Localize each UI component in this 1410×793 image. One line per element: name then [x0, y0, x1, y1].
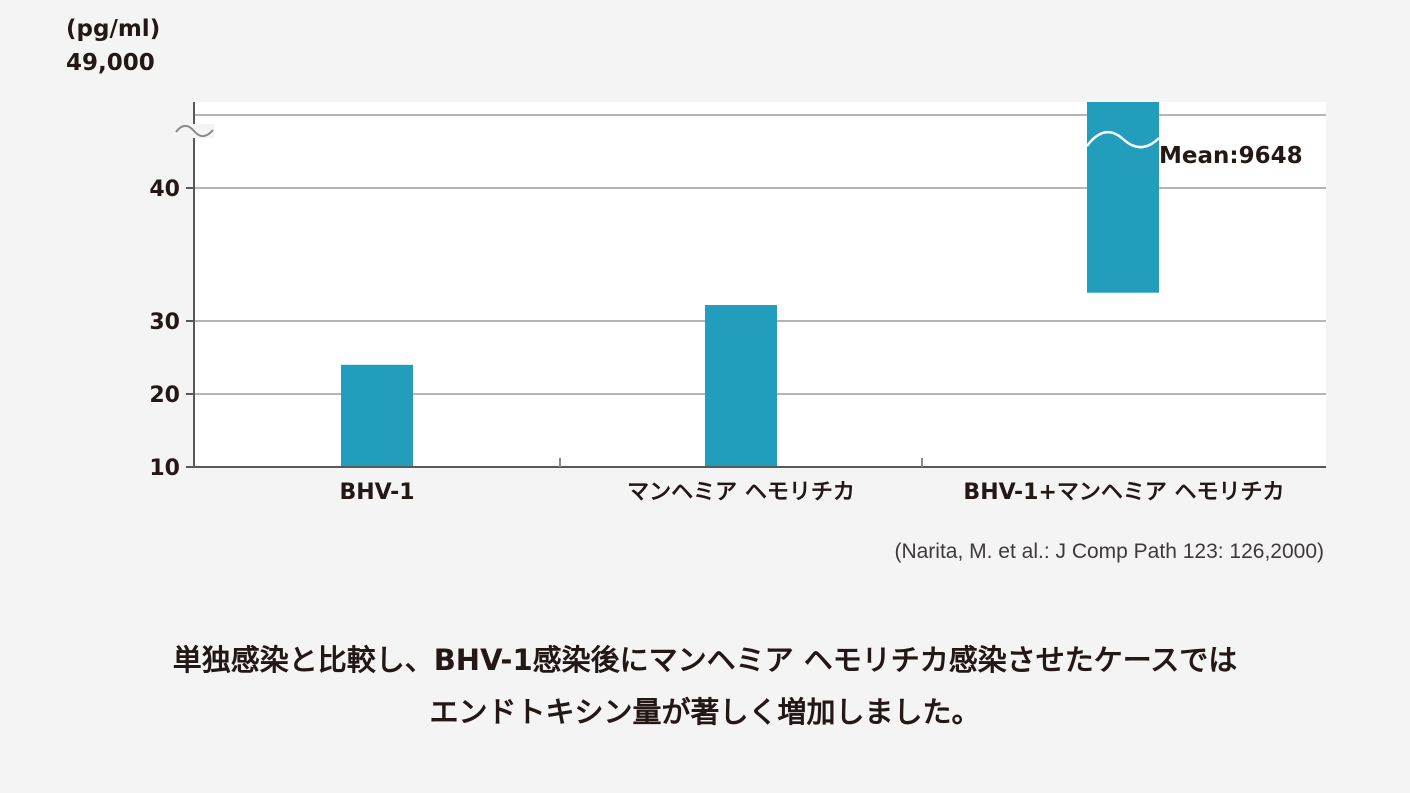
- bar: [705, 305, 777, 467]
- mean-annotation: Mean:9648: [1159, 143, 1303, 169]
- bar: [341, 364, 413, 467]
- y-axis-unit: (pg/ml) 49,000: [66, 12, 160, 80]
- axis-break-gap: [178, 124, 214, 138]
- y-tick-label: 10: [149, 456, 180, 481]
- y-tick-label: 40: [149, 177, 180, 202]
- caption: 単独感染と比較し、BHV-1感染後にマンヘミア ヘモリチカ感染させたケースでは …: [0, 634, 1410, 738]
- bar-chart: 10 20 30 40 BHV-1 マンヘミア ヘモリチカ BHV-1+マンヘミア ヘモリチ…: [149, 102, 1326, 505]
- bar: [1087, 102, 1159, 293]
- x-category-label: マンヘミア ヘモリチカ: [627, 480, 855, 505]
- y-unit-label: (pg/ml): [66, 16, 161, 42]
- bar-break-wave: [1086, 130, 1160, 149]
- axis-break-mark: [175, 124, 214, 138]
- y-tick-label: 20: [149, 383, 180, 408]
- y-top-value-label: 49,000: [66, 50, 155, 76]
- y-tick-label: 30: [149, 310, 180, 335]
- x-category-label: BHV-1: [339, 480, 414, 505]
- source-citation: (Narita, M. et al.: J Comp Path 123: 126…: [894, 540, 1324, 563]
- x-category-label: BHV-1+マンヘミア ヘモリチカ: [963, 480, 1284, 505]
- caption-line-2: エンドトキシン量が著しく増加しました。: [429, 695, 981, 729]
- caption-line-1: 単独感染と比較し、BHV-1感染後にマンヘミア ヘモリチカ感染させたケースでは: [172, 643, 1238, 677]
